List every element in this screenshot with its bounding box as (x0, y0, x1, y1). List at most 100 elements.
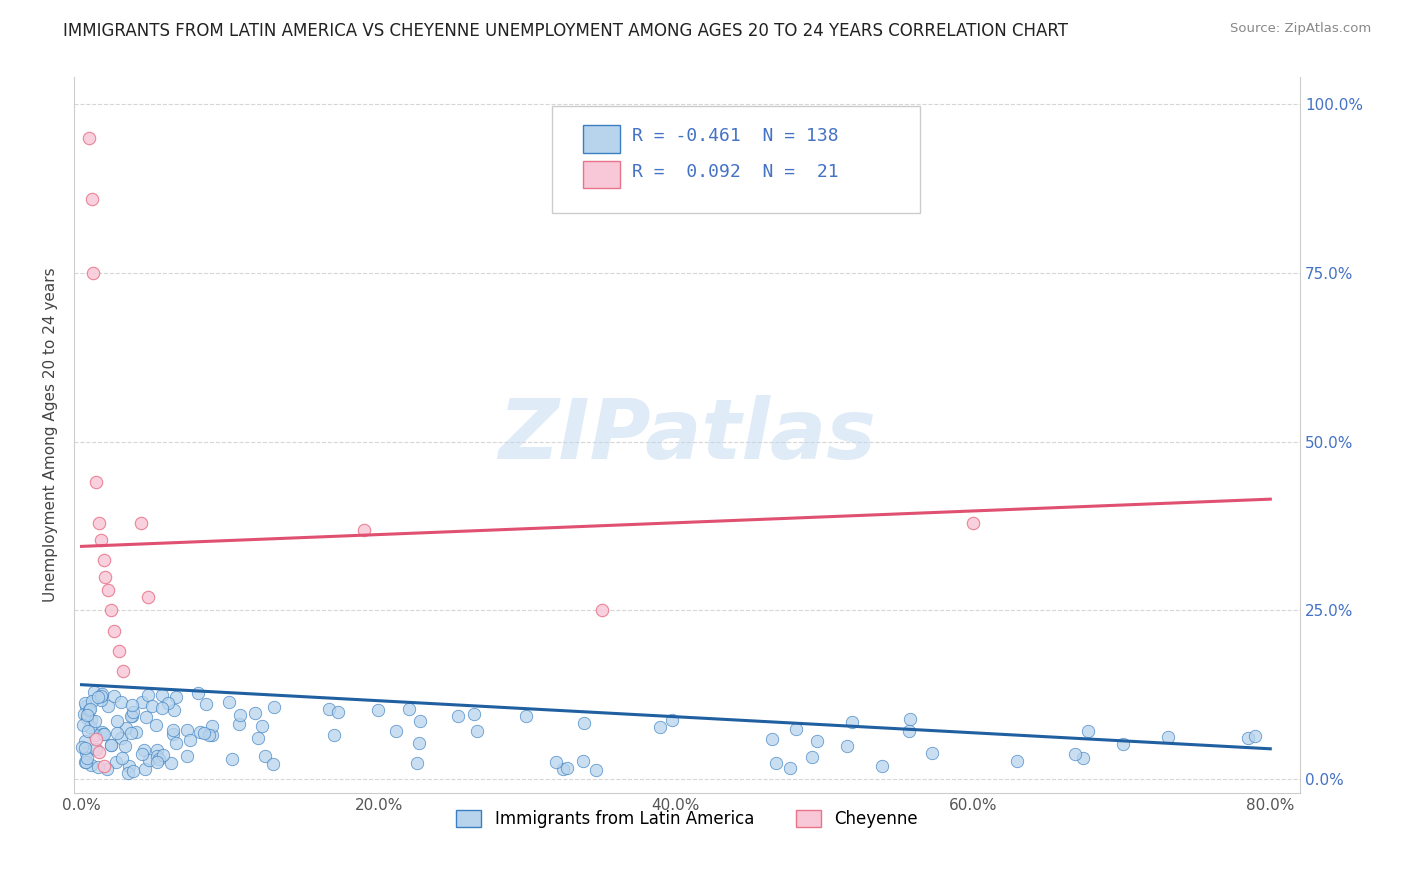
Text: IMMIGRANTS FROM LATIN AMERICA VS CHEYENNE UNEMPLOYMENT AMONG AGES 20 TO 24 YEARS: IMMIGRANTS FROM LATIN AMERICA VS CHEYENN… (63, 22, 1069, 40)
Point (77, 703, 100, 717)
Point (546, 755, 568, 769)
Point (193, 725, 215, 739)
Point (83, 728, 105, 742)
Point (163, 703, 186, 717)
Point (76, 711, 98, 725)
Point (1237, 731, 1260, 745)
Point (120, 708, 142, 723)
Point (253, 749, 276, 764)
Point (111, 750, 134, 764)
Point (408, 736, 430, 750)
Text: Source: ZipAtlas.com: Source: ZipAtlas.com (1230, 22, 1371, 36)
Point (94, 570, 117, 584)
Point (107, 726, 129, 740)
Point (93, 553, 115, 567)
Point (107, 644, 129, 658)
Point (77, 131, 100, 145)
Point (80, 757, 103, 772)
Point (165, 690, 187, 705)
Point (1007, 754, 1029, 768)
Point (134, 742, 156, 756)
Point (1112, 737, 1135, 751)
Point (323, 728, 346, 742)
Point (80, 192, 103, 206)
Point (250, 718, 273, 732)
Point (406, 756, 429, 771)
Point (228, 717, 250, 731)
Point (463, 706, 485, 721)
Point (75, 698, 97, 713)
Point (138, 590, 160, 604)
FancyBboxPatch shape (583, 126, 620, 153)
Point (89, 516, 111, 530)
Point (79, 702, 101, 716)
Y-axis label: Unemployment Among Ages 20 to 24 years: Unemployment Among Ages 20 to 24 years (44, 268, 58, 602)
Text: ZIPatlas: ZIPatlas (498, 394, 876, 475)
Point (198, 728, 221, 742)
Point (91, 687, 114, 701)
Point (73, 706, 96, 721)
Point (157, 697, 180, 711)
Point (75, 741, 97, 756)
Point (779, 761, 801, 775)
Point (761, 731, 783, 746)
Point (353, 523, 375, 537)
Point (574, 716, 596, 731)
Point (551, 762, 574, 776)
Point (138, 753, 160, 767)
Point (134, 762, 156, 776)
Point (90, 693, 112, 707)
Point (801, 749, 824, 764)
Point (152, 747, 174, 762)
Point (72, 740, 94, 755)
Point (162, 727, 184, 741)
Point (80, 713, 103, 727)
Point (162, 723, 184, 738)
Point (148, 751, 170, 765)
Point (122, 706, 145, 720)
Point (188, 725, 211, 739)
Point (650, 719, 672, 733)
Point (75, 755, 97, 769)
Point (115, 721, 138, 735)
Point (90, 533, 112, 547)
Point (96, 762, 118, 776)
Point (201, 728, 224, 742)
Point (1063, 747, 1085, 761)
Point (131, 695, 153, 709)
Point (93, 758, 115, 772)
Point (97, 583, 120, 598)
Point (76, 751, 98, 765)
Point (75, 734, 97, 748)
Point (79, 720, 101, 734)
Point (1244, 729, 1267, 743)
Point (385, 724, 408, 739)
Point (229, 708, 252, 723)
Point (90, 689, 112, 703)
Point (146, 748, 169, 763)
Point (83, 714, 105, 728)
Point (146, 756, 169, 770)
Point (80, 694, 103, 708)
Point (114, 739, 136, 754)
Point (122, 764, 145, 778)
Point (75, 746, 97, 760)
Text: R = -0.461  N = 138: R = -0.461 N = 138 (631, 127, 838, 145)
Point (86, 731, 108, 746)
Point (110, 695, 132, 709)
Point (165, 736, 187, 750)
Point (87, 760, 110, 774)
Point (962, 516, 984, 530)
Text: R =  0.092  N =  21: R = 0.092 N = 21 (631, 163, 838, 181)
Point (93, 727, 115, 741)
Point (73, 697, 96, 711)
Legend: Immigrants from Latin America, Cheyenne: Immigrants from Latin America, Cheyenne (450, 803, 924, 834)
Point (179, 733, 201, 747)
Point (120, 726, 142, 740)
Point (104, 755, 127, 769)
Point (176, 723, 198, 738)
Point (73, 755, 96, 769)
Point (765, 756, 787, 770)
Point (86, 475, 108, 490)
Point (76, 708, 98, 723)
